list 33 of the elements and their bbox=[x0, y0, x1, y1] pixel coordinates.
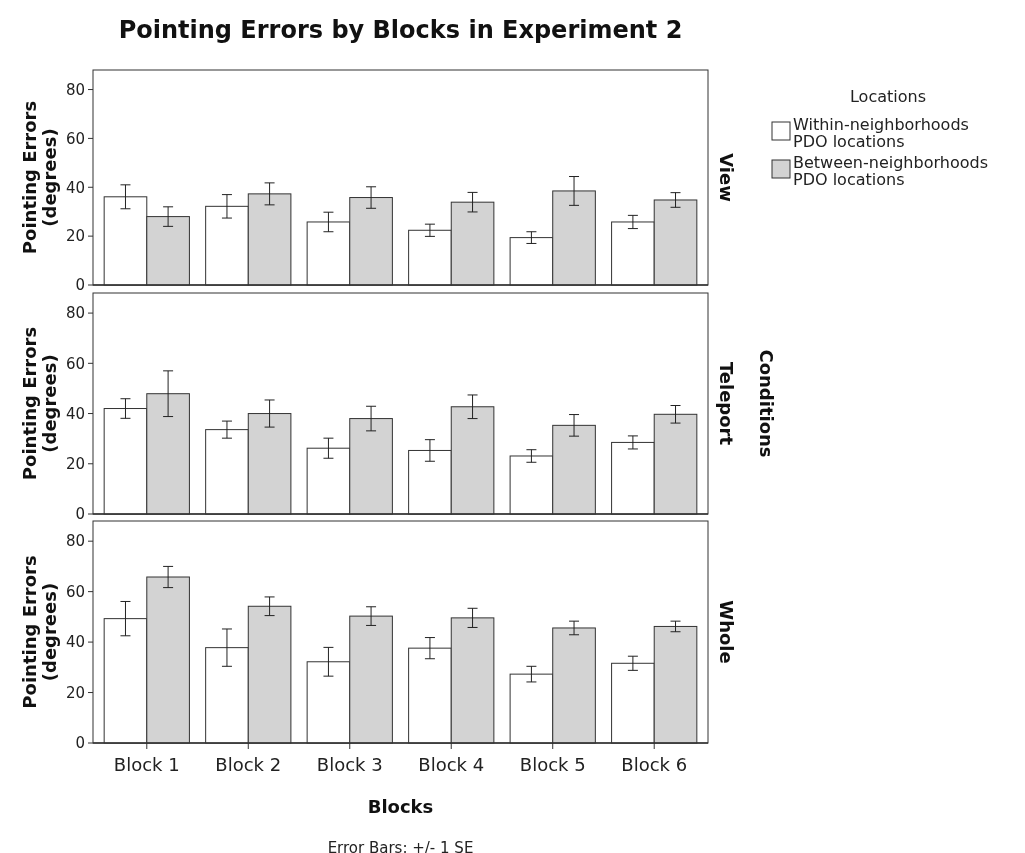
x-tick-label: Block 5 bbox=[519, 754, 586, 775]
y-tick-label: 0 bbox=[75, 276, 85, 295]
chart-title: Pointing Errors by Blocks in Experiment 2 bbox=[118, 16, 683, 44]
x-tick-label: Block 6 bbox=[621, 754, 688, 775]
legend-label: Within-neighborhoods PDO locations bbox=[793, 115, 969, 151]
y-tick-label: 20 bbox=[65, 227, 85, 246]
x-tick-label: Block 4 bbox=[418, 754, 485, 775]
y-tick-label: 0 bbox=[75, 734, 85, 753]
text: Teleport bbox=[716, 361, 737, 446]
y-tick-label: 20 bbox=[65, 683, 85, 702]
legend-title: Locations bbox=[849, 87, 927, 106]
y-tick-label: 40 bbox=[65, 404, 85, 423]
x-tick-label: Block 1 bbox=[113, 754, 180, 775]
y-tick-label: 80 bbox=[65, 304, 85, 323]
y-tick-label: 60 bbox=[65, 582, 85, 601]
y-tick-label: 80 bbox=[65, 532, 85, 551]
text: Whole bbox=[716, 600, 737, 664]
y-tick-label: 0 bbox=[75, 505, 85, 524]
legend-label: Between-neighborhoods PDO locations bbox=[793, 153, 988, 189]
text: Conditions bbox=[756, 349, 777, 458]
x-tick-label: Block 3 bbox=[316, 754, 383, 775]
y-tick-label: 60 bbox=[65, 129, 85, 148]
text: View bbox=[716, 153, 737, 202]
y-tick-label: 40 bbox=[65, 633, 85, 652]
x-tick-label: Block 2 bbox=[215, 754, 282, 775]
y-axis-title: Pointing Errors (degrees) bbox=[19, 326, 60, 481]
y-tick-label: 60 bbox=[65, 354, 85, 373]
y-tick-label: 80 bbox=[65, 80, 85, 99]
y-axis-title: Pointing Errors (degrees) bbox=[19, 100, 60, 255]
y-tick-label: 40 bbox=[65, 178, 85, 197]
y-axis-title: Pointing Errors (degrees) bbox=[19, 555, 60, 709]
y-tick-label: 20 bbox=[65, 455, 85, 474]
x-axis-title: Blocks bbox=[367, 796, 434, 817]
